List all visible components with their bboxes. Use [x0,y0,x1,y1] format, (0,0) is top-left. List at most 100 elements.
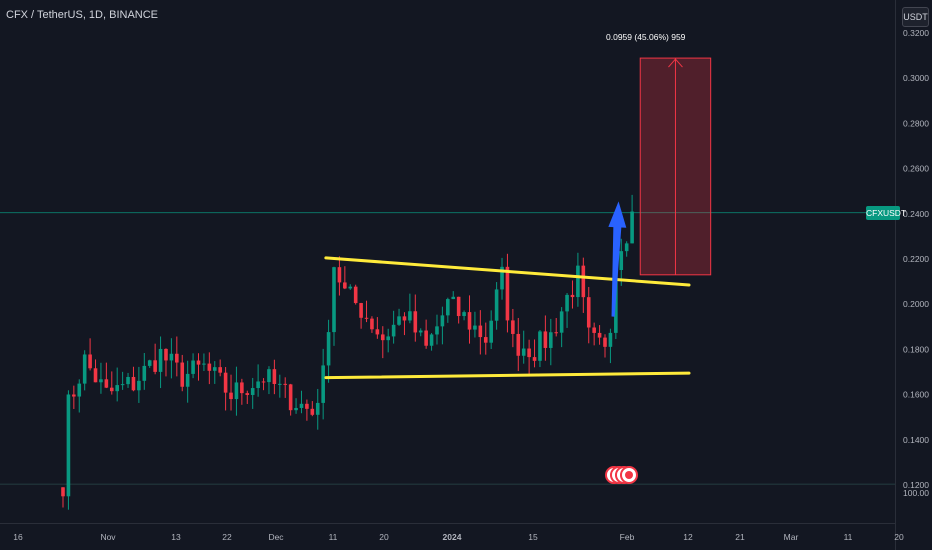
candle-body [364,317,369,319]
candle-body [473,325,477,330]
candle-body [592,327,596,333]
candle-body [88,354,92,369]
candle-body [337,267,342,283]
candle-body [93,368,98,383]
candle-body [115,385,119,392]
candle-body [581,265,586,298]
candle-body [543,331,548,348]
candle-body [413,311,418,333]
candle-body [424,330,428,346]
candle-body [261,381,266,383]
candle-body [429,334,434,346]
price-label: 100.00 [903,488,929,498]
candle-body [326,332,331,366]
upper-trendline [324,256,691,287]
event-markers[interactable] [605,466,645,488]
candle-body [402,316,407,321]
price-label: 0.1600 [903,390,929,400]
candle-body [483,337,488,343]
candle-body [250,388,255,395]
candle-body [391,324,396,337]
candle-body [223,372,228,393]
candle-body [559,311,564,333]
candle-body [175,353,179,363]
candle-body [234,382,239,400]
candle-body [185,373,190,387]
candle-body [478,325,483,338]
candle-body [332,267,336,333]
candle-body [500,266,504,290]
candle-body [630,211,634,244]
current-price-tag: CFXUSDT [866,206,907,220]
blue-arrow [608,201,627,317]
candle-body [191,360,195,374]
candle-body [131,376,136,391]
candle-body [212,367,217,371]
candle-body [380,334,385,341]
candle-body [61,487,65,497]
candle-body [348,286,353,289]
candle-body [408,311,412,321]
event-marker-4[interactable] [620,466,638,484]
candle-body [321,365,325,403]
candle-body [440,315,445,327]
x-tick-label: 12 [683,532,693,542]
x-tick-label: Nov [100,532,116,542]
candle-body [549,332,553,348]
price-label: 0.2400 [903,209,929,219]
candle-body [66,394,71,497]
candle-body [142,365,147,381]
candle-body [218,367,222,373]
candle-body [565,294,569,312]
candle-body [527,348,531,358]
candle-body [456,296,461,317]
price-label: 0.3200 [903,28,929,38]
x-tick-label: 11 [844,532,853,542]
candle-body [532,357,537,361]
candle-body [516,333,521,356]
candle-body [494,289,499,321]
candle-body [164,348,168,361]
candle-body [467,312,472,330]
candle-body [169,353,174,361]
candle-body [158,348,163,372]
price-label: 0.3000 [903,73,929,83]
measure-arrow-head [668,58,683,68]
candle-body [310,408,315,415]
x-tick-label: 22 [222,532,232,542]
candle-body [196,360,201,365]
candle-body [603,337,607,347]
candle-body [353,286,358,304]
price-label: 0.2600 [903,164,929,174]
currency-button[interactable]: USDT [902,7,929,27]
candle-body [288,384,293,411]
candle-body [299,403,304,408]
candle-body [305,403,309,409]
candle-body [554,332,559,334]
candle-body [435,326,439,335]
x-tick-label: Feb [620,532,635,542]
candle-body [120,384,125,386]
candle-body [207,363,212,371]
measure-tool-label: 0.0959 (45.06%) 959 [606,32,686,42]
x-tick-label: 20 [379,532,389,542]
candle-body [446,299,450,316]
candle-body [99,379,103,383]
candle-body [272,369,277,385]
candle-body [576,265,580,298]
price-label: 0.1800 [903,344,929,354]
candle-body [370,318,374,330]
candle-body [82,354,87,384]
price-label: 0.2200 [903,254,929,264]
candle-body [245,393,250,395]
candle-body [256,381,260,389]
candle-body [375,329,380,335]
candle-body [570,294,575,298]
candle-body [240,382,244,394]
candle-body [109,387,114,392]
candle-body [153,360,157,372]
x-tick-label: Dec [268,532,284,542]
candle-body [72,394,76,397]
x-tick-label: Mar [784,532,799,542]
